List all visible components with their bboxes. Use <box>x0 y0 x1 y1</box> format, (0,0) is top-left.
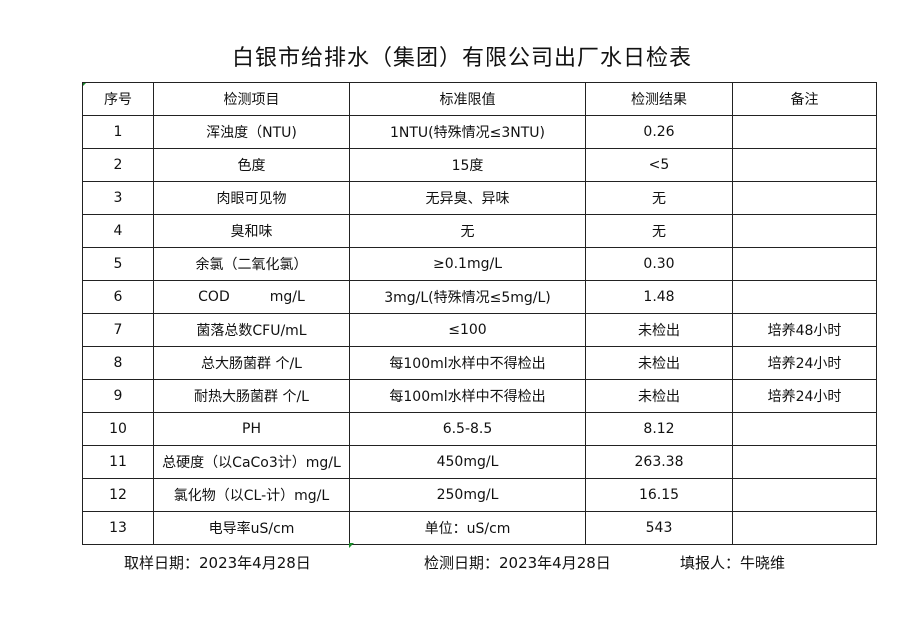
remark-cell <box>732 247 877 281</box>
standard-limit-cell: 无异臭、异味 <box>349 181 586 215</box>
table-header-row: 序号 检测项目 标准限值 检测结果 备注 <box>82 82 877 116</box>
remark-cell: 培养24小时 <box>732 346 877 380</box>
remark-cell <box>732 412 877 446</box>
test-result-cell: 无 <box>585 214 733 248</box>
test-result-cell: 0.26 <box>585 115 733 149</box>
table-row: 12 氯化物（以CL-计）mg/L 250mg/L 16.15 <box>82 478 877 512</box>
test-item-cell: 氯化物（以CL-计）mg/L <box>153 478 350 512</box>
test-result-cell: 未检出 <box>585 313 733 347</box>
row-number-cell: 8 <box>82 346 154 380</box>
test-result-cell: 263.38 <box>585 445 733 479</box>
test-result-cell: 1.48 <box>585 280 733 314</box>
table-row: 13 电导率uS/cm 单位：uS/cm 543 <box>82 511 877 545</box>
test-result-cell: 未检出 <box>585 346 733 380</box>
standard-limit-cell: 15度 <box>349 148 586 182</box>
table-row: 1 浑浊度（NTU) 1NTU(特殊情况≤3NTU) 0.26 <box>82 115 877 149</box>
standard-limit-cell: 250mg/L <box>349 478 586 512</box>
test-item-cell: 色度 <box>153 148 350 182</box>
remark-cell <box>732 280 877 314</box>
table-row: 7 菌落总数CFU/mL ≤100 未检出 培养48小时 <box>82 313 877 347</box>
table-row: 8 总大肠菌群 个/L 每100ml水样中不得检出 未检出 培养24小时 <box>82 346 877 380</box>
test-item-cell: 肉眼可见物 <box>153 181 350 215</box>
reporter: 填报人：牛晓维 <box>680 554 786 572</box>
header-cell: 检测结果 <box>585 82 733 116</box>
table-row: 10 PH 6.5-8.5 8.12 <box>82 412 877 446</box>
standard-limit-cell: 3mg/L(特殊情况≤5mg/L) <box>349 280 586 314</box>
table-row: 2 色度 15度 <5 <box>82 148 877 182</box>
test-item-cell: 总硬度（以CaCo3计）mg/L <box>153 445 350 479</box>
table-row: 5 余氯（二氧化氯） ≥0.1mg/L 0.30 <box>82 247 877 281</box>
test-result-cell: 无 <box>585 181 733 215</box>
test-result-cell: 0.30 <box>585 247 733 281</box>
test-result-cell: 16.15 <box>585 478 733 512</box>
table-row: 4 臭和味无无 <box>82 214 877 248</box>
row-number-cell: 3 <box>82 181 154 215</box>
row-number-cell: 5 <box>82 247 154 281</box>
test-item-cell: 浑浊度（NTU) <box>153 115 350 149</box>
test-result-cell: 未检出 <box>585 379 733 413</box>
row-number-cell: 6 <box>82 280 154 314</box>
row-number-cell: 1 <box>82 115 154 149</box>
remark-cell <box>732 115 877 149</box>
test-result-cell: 8.12 <box>585 412 733 446</box>
standard-limit-cell: 1NTU(特殊情况≤3NTU) <box>349 115 586 149</box>
remark-cell <box>732 148 877 182</box>
test-item-cell: 总大肠菌群 个/L <box>153 346 350 380</box>
row-number-cell: 11 <box>82 445 154 479</box>
inspection-table: 序号 检测项目 标准限值 检测结果 备注 1 浑浊度（NTU) 1NTU(特殊情况≤… <box>82 82 877 545</box>
test-item-cell: 臭和味 <box>153 214 350 248</box>
row-number-cell: 12 <box>82 478 154 512</box>
remark-cell <box>732 511 877 545</box>
table-row: 6 COD mg/L 3mg/L(特殊情况≤5mg/L) 1.48 <box>82 280 877 314</box>
header-cell: 备注 <box>732 82 877 116</box>
test-item-cell: PH <box>153 412 350 446</box>
standard-limit-cell: 每100ml水样中不得检出 <box>349 379 586 413</box>
test-item-cell: 电导率uS/cm <box>153 511 350 545</box>
standard-limit-cell: 450mg/L <box>349 445 586 479</box>
table-row: 3 肉眼可见物 无异臭、异味无 <box>82 181 877 215</box>
standard-limit-cell: 每100ml水样中不得检出 <box>349 346 586 380</box>
standard-limit-cell: ≤100 <box>349 313 586 347</box>
remark-cell: 培养24小时 <box>732 379 877 413</box>
sampling-date: 取样日期：2023年4月28日 <box>124 554 311 572</box>
header-cell: 序号 <box>82 82 154 116</box>
row-number-cell: 10 <box>82 412 154 446</box>
remark-cell <box>732 214 877 248</box>
row-number-cell: 2 <box>82 148 154 182</box>
test-item-cell: 耐热大肠菌群 个/L <box>153 379 350 413</box>
test-item-cell: COD mg/L <box>153 280 350 314</box>
remark-cell <box>732 478 877 512</box>
header-cell: 检测项目 <box>153 82 350 116</box>
test-date: 检测日期：2023年4月28日 <box>424 554 611 572</box>
test-result-cell: 543 <box>585 511 733 545</box>
cell-marker <box>349 543 354 548</box>
remark-cell <box>732 445 877 479</box>
test-item-cell: 余氯（二氧化氯） <box>153 247 350 281</box>
row-number-cell: 4 <box>82 214 154 248</box>
standard-limit-cell: 单位：uS/cm <box>349 511 586 545</box>
table-row: 11 总硬度（以CaCo3计）mg/L 450mg/L 263.38 <box>82 445 877 479</box>
standard-limit-cell: 6.5-8.5 <box>349 412 586 446</box>
table-row: 9 耐热大肠菌群 个/L 每100ml水样中不得检出 未检出 培养24小时 <box>82 379 877 413</box>
row-number-cell: 9 <box>82 379 154 413</box>
standard-limit-cell: 无 <box>349 214 586 248</box>
standard-limit-cell: ≥0.1mg/L <box>349 247 586 281</box>
remark-cell: 培养48小时 <box>732 313 877 347</box>
test-result-cell: <5 <box>585 148 733 182</box>
header-cell: 标准限值 <box>349 82 586 116</box>
row-number-cell: 13 <box>82 511 154 545</box>
page-title: 白银市给排水（集团）有限公司出厂水日检表 <box>231 46 692 71</box>
remark-cell <box>732 181 877 215</box>
row-number-cell: 7 <box>82 313 154 347</box>
test-item-cell: 菌落总数CFU/mL <box>153 313 350 347</box>
